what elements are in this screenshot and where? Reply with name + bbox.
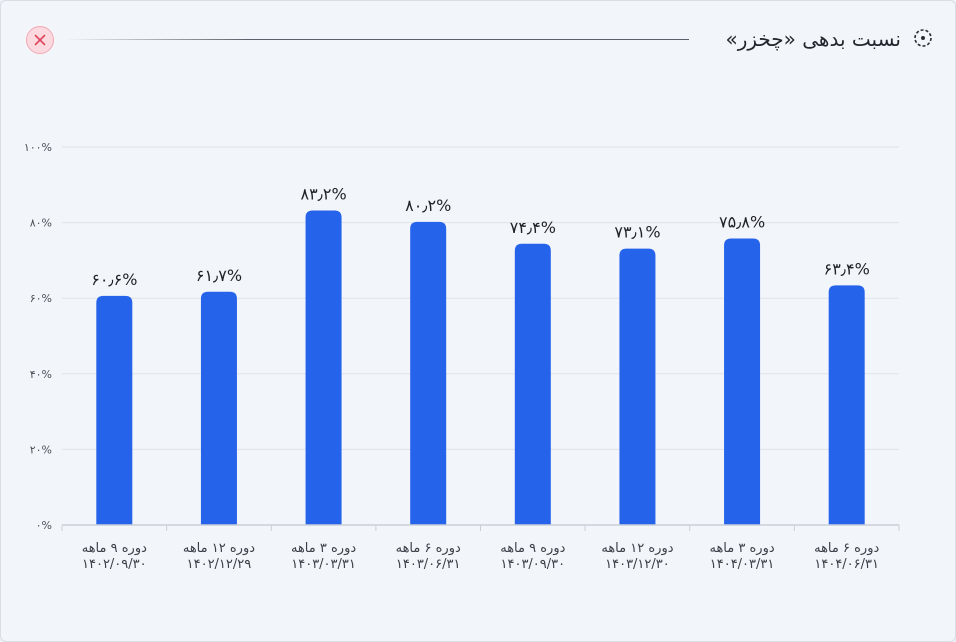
y-tick-label: ۴۰% — [30, 368, 52, 381]
x-tick-date-label: ۱۴۰۴/۰۳/۳۱ — [710, 557, 775, 572]
data-label: ۶۳٫۴% — [824, 259, 870, 278]
x-tick-label: دوره ۱۲ ماهه — [183, 541, 255, 556]
bar[interactable] — [619, 248, 656, 525]
close-button[interactable] — [26, 26, 54, 54]
x-tick-date-label: ۱۴۰۲/۰۹/۳۰ — [82, 557, 147, 572]
data-label: ۸۰٫۲% — [405, 196, 451, 215]
bar[interactable] — [514, 243, 551, 525]
y-tick-label: ۸۰% — [30, 217, 52, 230]
x-tick-label: دوره ۹ ماهه — [82, 541, 147, 556]
y-tick-label: ۱۰۰% — [24, 141, 52, 154]
y-tick-label: ۰% — [36, 519, 52, 532]
data-label: ۷۵٫۸% — [719, 212, 765, 231]
y-tick-label: ۲۰% — [30, 443, 52, 456]
header-divider — [65, 39, 689, 40]
x-tick-date-label: ۱۴۰۳/۰۳/۳۱ — [291, 557, 356, 572]
x-tick-label: دوره ۶ ماهه — [814, 541, 879, 556]
dotted-circle-icon — [914, 29, 932, 47]
data-label: ۸۳٫۲% — [300, 185, 346, 204]
x-tick-date-label: ۱۴۰۲/۱۲/۲۹ — [187, 557, 252, 572]
bar[interactable] — [410, 221, 447, 525]
bar[interactable] — [200, 291, 237, 525]
bar[interactable] — [96, 295, 133, 525]
bars — [96, 210, 865, 525]
value-labels: ۶۰٫۶% ۶۱٫۷% ۸۳٫۲% ۸۰٫۲% ۷۴٫۴% ۷۳٫۱% ۷۵٫۸% ۶۳٫۴% — [91, 185, 870, 289]
chart-title: نسبت بدهی «چخزر» — [725, 27, 901, 51]
bar[interactable] — [828, 285, 865, 525]
y-axis-ticks: ۰% ۲۰% ۴۰% ۶۰% ۸۰% ۱۰۰% — [24, 141, 52, 532]
x-tick-label: دوره ۱۲ ماهه — [601, 541, 673, 556]
close-x-icon — [34, 34, 46, 46]
x-tick-date-label: ۱۴۰۴/۰۶/۳۱ — [814, 557, 879, 572]
data-label: ۶۱٫۷% — [196, 266, 242, 285]
y-tick-label: ۶۰% — [30, 292, 52, 305]
x-tick-date-label: ۱۴۰۳/۱۲/۳۰ — [605, 557, 670, 572]
bar[interactable] — [305, 210, 342, 525]
x-tick-label: دوره ۹ ماهه — [500, 541, 565, 556]
x-tick-label: دوره ۳ ماهه — [291, 541, 356, 556]
data-label: ۶۰٫۶% — [91, 270, 137, 289]
x-tick-label: دوره ۳ ماهه — [709, 541, 774, 556]
data-label: ۷۳٫۱% — [614, 223, 660, 242]
x-tick-date-label: ۱۴۰۳/۰۹/۳۰ — [501, 557, 566, 572]
grid-lines — [62, 146, 899, 450]
data-label: ۷۴٫۴% — [510, 218, 556, 237]
x-tick-date-label: ۱۴۰۳/۰۶/۳۱ — [396, 557, 461, 572]
x-tick-label: دوره ۶ ماهه — [396, 541, 461, 556]
bar[interactable] — [724, 238, 761, 525]
